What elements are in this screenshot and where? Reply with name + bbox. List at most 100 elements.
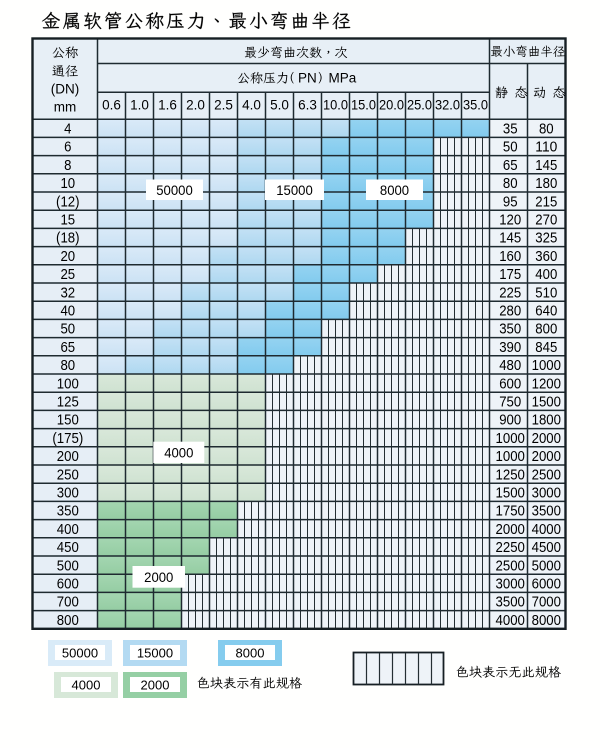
svg-text:325: 325: [535, 231, 557, 247]
svg-text:10.0: 10.0: [323, 97, 348, 112]
svg-text:1000: 1000: [532, 358, 561, 374]
svg-text:200: 200: [57, 449, 79, 465]
svg-text:2500: 2500: [496, 558, 525, 574]
svg-text:175: 175: [499, 267, 521, 283]
svg-text:15.0: 15.0: [351, 97, 376, 112]
svg-text:40: 40: [60, 303, 75, 319]
svg-text:95: 95: [503, 194, 518, 210]
svg-text:2.5: 2.5: [214, 97, 233, 112]
svg-text:4000: 4000: [532, 522, 561, 538]
svg-text:35: 35: [503, 121, 518, 137]
svg-text:80: 80: [503, 176, 518, 192]
svg-text:180: 180: [535, 176, 557, 192]
svg-text:5000: 5000: [532, 558, 561, 574]
svg-text:350: 350: [57, 504, 79, 520]
svg-text:80: 80: [60, 358, 75, 374]
svg-text:32.0: 32.0: [435, 97, 460, 112]
svg-text:2000: 2000: [532, 449, 561, 465]
svg-text:800: 800: [535, 322, 557, 338]
svg-text:750: 750: [499, 394, 521, 410]
svg-text:1200: 1200: [532, 376, 561, 392]
svg-text:640: 640: [535, 303, 557, 319]
svg-text:PN: PN: [298, 70, 317, 85]
svg-text:3000: 3000: [532, 485, 561, 501]
svg-text:400: 400: [535, 267, 557, 283]
svg-text:(12): (12): [56, 194, 80, 210]
svg-text:1500: 1500: [532, 394, 561, 410]
svg-text:1000: 1000: [496, 449, 525, 465]
svg-text:900: 900: [499, 413, 521, 429]
svg-text:510: 510: [535, 285, 557, 301]
svg-text:8000: 8000: [532, 613, 561, 629]
svg-text:145: 145: [499, 231, 521, 247]
svg-text:250: 250: [57, 467, 79, 483]
svg-text:1.0: 1.0: [130, 97, 149, 112]
svg-text:15000: 15000: [276, 182, 313, 198]
svg-text:300: 300: [57, 485, 79, 501]
svg-text:160: 160: [499, 249, 521, 265]
svg-text:4000: 4000: [496, 613, 525, 629]
svg-text:110: 110: [535, 140, 557, 156]
svg-text:3000: 3000: [496, 576, 525, 592]
svg-text:2250: 2250: [496, 540, 525, 556]
svg-text:50000: 50000: [156, 182, 193, 198]
svg-text:25.0: 25.0: [407, 97, 432, 112]
svg-text:6.3: 6.3: [298, 97, 317, 112]
svg-text:1250: 1250: [496, 467, 525, 483]
svg-text:8000: 8000: [236, 646, 265, 661]
svg-text:3500: 3500: [496, 595, 525, 611]
svg-text:50: 50: [503, 140, 518, 156]
svg-text:65: 65: [503, 158, 518, 174]
svg-text:4: 4: [64, 121, 71, 137]
svg-text:845: 845: [535, 340, 557, 356]
svg-text:2.0: 2.0: [186, 97, 205, 112]
svg-text:225: 225: [499, 285, 521, 301]
svg-text:100: 100: [57, 376, 79, 392]
svg-text:65: 65: [60, 340, 75, 356]
svg-text:3500: 3500: [532, 504, 561, 520]
svg-text:8: 8: [64, 158, 71, 174]
svg-text:15: 15: [60, 212, 75, 228]
svg-text:7000: 7000: [532, 595, 561, 611]
svg-text:600: 600: [57, 576, 79, 592]
svg-text:4.0: 4.0: [242, 97, 261, 112]
svg-text:700: 700: [57, 595, 79, 611]
svg-text:35.0: 35.0: [463, 97, 488, 112]
svg-text:20: 20: [60, 249, 75, 265]
svg-text:350: 350: [499, 322, 521, 338]
svg-text:360: 360: [535, 249, 557, 265]
svg-text:1000: 1000: [496, 431, 525, 447]
svg-text:480: 480: [499, 358, 521, 374]
svg-text:10: 10: [60, 176, 75, 192]
svg-text:2000: 2000: [532, 431, 561, 447]
svg-text:25: 25: [60, 267, 75, 283]
svg-text:4000: 4000: [72, 678, 101, 693]
svg-text:800: 800: [57, 613, 79, 629]
svg-text:MPa: MPa: [329, 70, 357, 85]
svg-text:500: 500: [57, 558, 79, 574]
svg-text:4500: 4500: [532, 540, 561, 556]
svg-text:270: 270: [535, 212, 557, 228]
svg-text:120: 120: [499, 212, 521, 228]
svg-text:80: 80: [539, 121, 554, 137]
svg-text:50: 50: [60, 322, 75, 338]
svg-text:2000: 2000: [141, 678, 170, 693]
svg-text:4000: 4000: [164, 444, 193, 460]
svg-text:1800: 1800: [532, 413, 561, 429]
svg-text:215: 215: [535, 194, 557, 210]
svg-text:6: 6: [64, 140, 71, 156]
svg-text:2000: 2000: [144, 569, 173, 585]
svg-text:8000: 8000: [380, 182, 409, 198]
svg-text:5.0: 5.0: [270, 97, 289, 112]
svg-text:32: 32: [60, 285, 75, 301]
svg-text:280: 280: [499, 303, 521, 319]
svg-text:2500: 2500: [532, 467, 561, 483]
svg-text:mm: mm: [54, 99, 77, 114]
svg-text:0.6: 0.6: [102, 97, 121, 112]
svg-text:600: 600: [499, 376, 521, 392]
svg-text:2000: 2000: [496, 522, 525, 538]
svg-text:20.0: 20.0: [379, 97, 404, 112]
svg-text:(18): (18): [56, 231, 80, 247]
svg-text:1.6: 1.6: [158, 97, 177, 112]
svg-text:1500: 1500: [496, 485, 525, 501]
